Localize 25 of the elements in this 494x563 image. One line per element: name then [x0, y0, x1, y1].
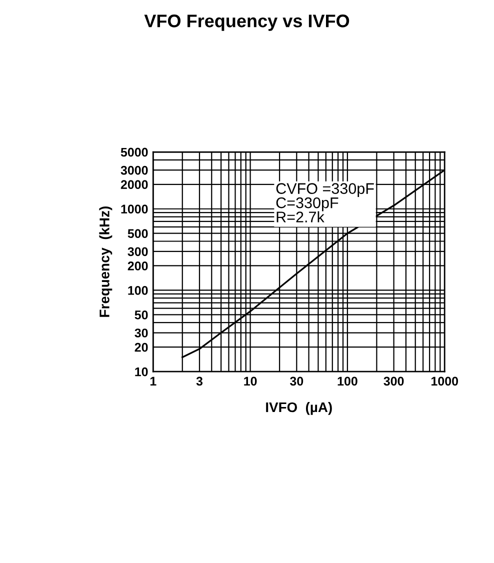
y-tick-label: 2000: [120, 180, 148, 190]
y-tick-label: 10: [135, 367, 148, 376]
y-axis-title: Frequency (kHz): [99, 206, 112, 317]
y-tick-label: 30: [134, 328, 148, 338]
annotation: CVFO =330pF: [276, 183, 374, 197]
x-tick-label: 1000: [431, 376, 458, 386]
x-tick-label: 300: [384, 376, 404, 386]
x-tick-label: 3: [196, 376, 203, 386]
y-tick-label: 50: [134, 310, 148, 320]
y-tick-label: 500: [128, 229, 148, 238]
y-tick-label: 20: [134, 342, 148, 352]
y-tick-label: 5000: [120, 148, 148, 157]
y-tick-label: 200: [128, 262, 148, 270]
x-axis-title: IVFO (µA): [266, 402, 332, 415]
y-tick-label: 1000: [121, 204, 148, 214]
x-tick-label: 100: [338, 376, 358, 386]
annotation: R=2.7k: [276, 211, 324, 222]
x-tick-label: 10: [244, 376, 257, 386]
y-tick-label: 100: [128, 286, 148, 295]
y-tick-label: 300: [128, 247, 148, 256]
chart-title: VFO Frequency vs IVFO: [144, 14, 350, 31]
y-tick-label: 3000: [120, 166, 148, 175]
x-tick-label: 1: [150, 376, 156, 386]
x-tick-label: 30: [290, 376, 304, 386]
annotation: C=330pF: [276, 197, 338, 212]
